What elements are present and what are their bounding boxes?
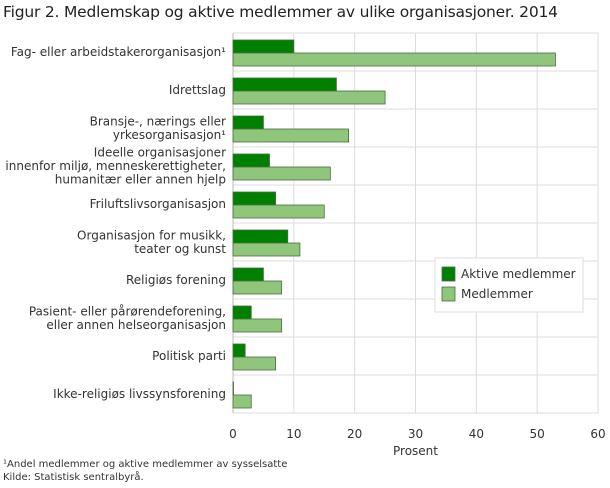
bar-aktive [232, 305, 252, 320]
x-axis-title: Prosent [393, 444, 438, 458]
legend-label: Aktive medlemmer [461, 267, 576, 281]
x-tick-label: 50 [530, 427, 545, 441]
chart-title: Figur 2. Medlemskap og aktive medlemmer … [3, 3, 558, 21]
bar-medlemmer [232, 280, 283, 295]
bar-aktive [232, 153, 270, 168]
category-label: humanitær eller annen hjelp [55, 173, 226, 187]
bar-medlemmer [232, 318, 283, 333]
category-label: Fag- eller arbeidstakerorganisasjon¹ [11, 45, 226, 59]
category-label: Pasient- eller pårørendeforening, [29, 304, 226, 318]
footnote: ¹Andel medlemmer og aktive medlemmer av … [3, 459, 288, 470]
category-label: Ikke-religiøs livssynsforening [53, 387, 226, 401]
bar-medlemmer [232, 128, 349, 143]
category-label: Idrettslag [169, 83, 226, 97]
category-label: Friluftslivsorganisasjon [90, 197, 226, 211]
bar-medlemmer [232, 52, 556, 67]
x-tick-label: 30 [408, 427, 423, 441]
category-label: teater og kunst [134, 242, 226, 256]
bar-medlemmer [232, 90, 386, 105]
bar-medlemmer [232, 166, 331, 181]
bar-aktive [232, 267, 264, 282]
category-label: Politisk parti [152, 349, 226, 363]
bar-aktive [232, 229, 289, 244]
bar-aktive [232, 39, 295, 54]
category-label: Organisasjon for musikk, [77, 228, 226, 242]
legend-swatch [441, 266, 456, 282]
bar-medlemmer [232, 204, 325, 219]
legend-box [434, 257, 584, 313]
category-label: yrkesorganisasjon¹ [113, 128, 226, 142]
x-tick-label: 20 [347, 427, 362, 441]
x-tick-label: 10 [286, 427, 301, 441]
category-label: eller annen helseorganisasjon [46, 318, 226, 332]
bar-aktive [232, 191, 276, 206]
legend-label: Medlemmer [461, 287, 533, 301]
legend-swatch [441, 286, 456, 302]
category-label: Religiøs forening [126, 273, 226, 287]
bar-aktive [232, 381, 234, 396]
bar-aktive [232, 115, 264, 130]
bar-medlemmer [232, 394, 252, 409]
x-tick-label: 40 [469, 427, 484, 441]
bar-medlemmer [232, 242, 301, 257]
category-label: innenfor miljø, menneskerettigheter, [5, 159, 226, 173]
x-tick-label: 0 [229, 427, 237, 441]
bar-medlemmer [232, 356, 276, 371]
bar-aktive [232, 77, 337, 92]
bar-aktive [232, 343, 246, 358]
category-label: Bransje-, nærings eller [90, 114, 226, 128]
source-note: Kilde: Statistisk sentralbyrå. [3, 472, 144, 483]
x-tick-label: 60 [590, 427, 605, 441]
category-label: Ideelle organisasjoner [94, 146, 226, 160]
